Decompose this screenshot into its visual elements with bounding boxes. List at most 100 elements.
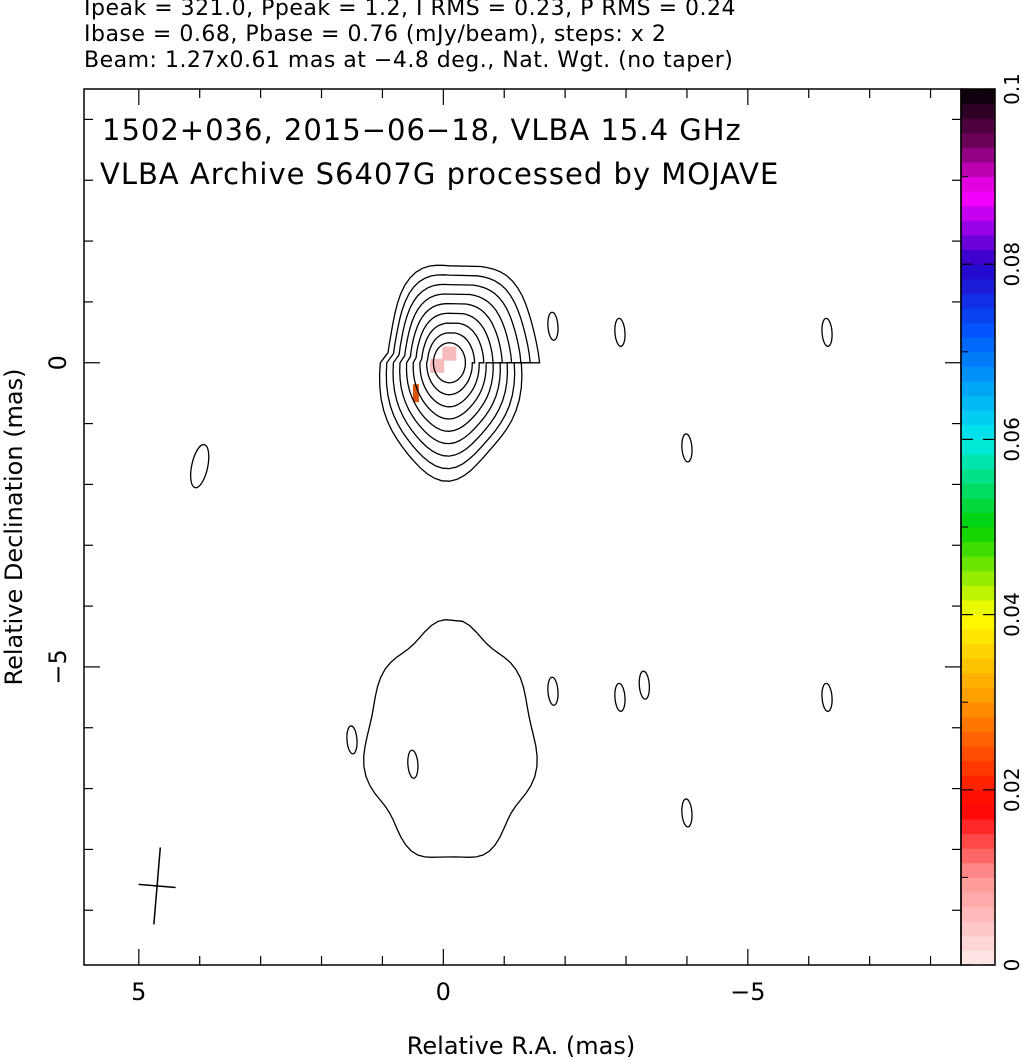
beam-minor-axis — [138, 883, 176, 889]
core-contour — [419, 322, 485, 408]
colorbar-band — [961, 308, 995, 324]
colorbar-band — [961, 191, 995, 207]
colorbar-tick-label: 0 — [1000, 959, 1022, 972]
colorbar-band — [961, 702, 995, 718]
colorbar-band — [961, 804, 995, 820]
colorbar-band — [961, 541, 995, 557]
colorbar-band — [961, 716, 995, 732]
component-contour — [681, 433, 693, 463]
colorbar-band — [961, 322, 995, 338]
colorbar-band — [961, 162, 995, 178]
colorbar-band — [961, 614, 995, 630]
header-line-1: Ipeak = 321.0, Ppeak = 1.2, I RMS = 0.23… — [84, 0, 736, 21]
colorbar-band — [961, 731, 995, 747]
colorbar-band — [961, 176, 995, 192]
map-area — [138, 264, 833, 925]
component-contour — [346, 725, 358, 755]
colorbar-band — [961, 585, 995, 601]
component-contour — [681, 798, 693, 828]
colorbar-band — [961, 381, 995, 397]
colorbar-band — [961, 454, 995, 470]
core-contour — [432, 342, 467, 384]
colorbar-band — [961, 600, 995, 616]
colorbar-band — [961, 658, 995, 674]
colorbar-band — [961, 89, 995, 105]
header-line-3: Beam: 1.27x0.61 mas at −4.8 deg., Nat. W… — [84, 48, 734, 73]
component-contour — [821, 317, 833, 347]
x-tick-label: −5 — [730, 978, 765, 1006]
colorbar-band — [961, 629, 995, 645]
colorbar-band — [961, 483, 995, 499]
colorbar-ticks: 0 0.02 0.04 0.06 0.08 0.1 — [961, 73, 1022, 971]
colorbar-band — [961, 205, 995, 221]
colorbar-band — [961, 512, 995, 528]
y-tick-label: 0 — [44, 355, 72, 370]
colorbar-band — [961, 556, 995, 572]
colorbar-band — [961, 921, 995, 937]
colorbar-tick-label: 0.02 — [1000, 768, 1022, 813]
colorbar-band — [961, 293, 995, 309]
colorbar-band — [961, 789, 995, 805]
x-tick-label: 0 — [436, 978, 451, 1006]
colorbar-band — [961, 950, 995, 966]
diffuse-contour — [363, 619, 538, 858]
colorbar-band — [961, 118, 995, 134]
colorbar-tick-label: 0.04 — [1000, 592, 1022, 637]
colorbar-band — [961, 278, 995, 294]
core-contour — [405, 302, 504, 432]
colorbar-band — [961, 687, 995, 703]
colorbar-band — [961, 760, 995, 776]
colorbar-band — [961, 775, 995, 791]
colorbar-band — [961, 819, 995, 835]
plot-frame — [83, 88, 962, 966]
core-contour — [392, 283, 522, 457]
polarization-pixel — [442, 346, 457, 361]
polarization-pixel — [412, 384, 419, 403]
colorbar-band — [961, 132, 995, 148]
component-contour — [614, 682, 626, 712]
colorbar-band — [961, 570, 995, 586]
y-tick-label: −5 — [44, 649, 72, 684]
colorbar-band — [961, 892, 995, 908]
component-contour — [614, 317, 626, 347]
colorbar-band — [961, 103, 995, 119]
colorbar-band — [961, 264, 995, 280]
core-contour — [412, 312, 494, 420]
colorbar-band — [961, 147, 995, 163]
colorbar-tick-label: 0.06 — [1000, 417, 1022, 462]
colorbar-tick-label: 0.08 — [1000, 242, 1022, 287]
colorbar-band — [961, 746, 995, 762]
colorbar-band — [961, 877, 995, 893]
colorbar-tick-label: 0.1 — [1000, 73, 1022, 105]
core-contour — [399, 293, 513, 445]
x-tick-label: 5 — [131, 978, 146, 1006]
colorbar-band — [961, 862, 995, 878]
colorbar-band — [961, 527, 995, 543]
colorbar-band — [961, 235, 995, 251]
component-contour — [190, 443, 210, 489]
beam-cross — [138, 847, 176, 925]
core-contour — [378, 264, 541, 482]
component-contour — [821, 682, 833, 712]
colorbar-band — [961, 337, 995, 353]
colorbar-band — [961, 935, 995, 951]
component-contour — [547, 311, 559, 341]
colorbar-band — [961, 643, 995, 659]
annotation-line-2: VLBA Archive S6407G processed by MOJAVE — [100, 157, 779, 191]
y-axis-label: Relative Declination (mas) — [0, 368, 28, 685]
colorbar-band — [961, 410, 995, 426]
core-contour — [385, 274, 531, 470]
colorbar-band — [961, 468, 995, 484]
component-contour — [638, 670, 651, 700]
core-contour — [426, 332, 476, 396]
colorbar-band — [961, 848, 995, 864]
x-axis-label: Relative R.A. (mas) — [407, 1032, 635, 1060]
component-contour — [547, 676, 559, 706]
colorbar-band — [961, 833, 995, 849]
header-line-2: Ibase = 0.68, Pbase = 0.76 (mJy/beam), s… — [84, 22, 667, 47]
component-contour — [407, 749, 419, 779]
colorbar-band — [961, 351, 995, 367]
colorbar-band — [961, 497, 995, 513]
axis-ticks: 5 0 −5 0 −5 — [44, 89, 961, 1006]
